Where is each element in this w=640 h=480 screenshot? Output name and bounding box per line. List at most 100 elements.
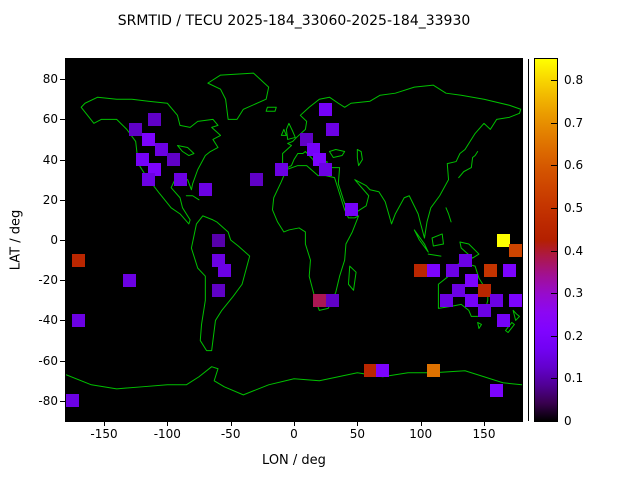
tick-mark [420, 421, 422, 426]
tick-mark [60, 240, 66, 241]
tick-mark [60, 280, 66, 282]
coastline-great-lakes [177, 145, 193, 155]
heatmap-cell [496, 233, 510, 247]
coastline-caspian-sea [357, 150, 362, 166]
x-tick-label: -100 [153, 427, 181, 441]
heatmap-cell [217, 263, 231, 277]
heatmap-cell [72, 253, 86, 267]
x-tick-label: 0 [290, 427, 298, 441]
y-tick-label: 60 [42, 112, 58, 127]
heatmap-cell [477, 283, 491, 297]
heatmap-cell [306, 143, 320, 156]
coastline-ireland [281, 129, 286, 135]
x-tick-label: -150 [90, 427, 118, 441]
heatmap-cell [452, 283, 466, 297]
heatmap-cell [72, 313, 86, 327]
heatmap-cell [211, 253, 225, 267]
tick-mark [294, 421, 295, 426]
coastline-north-america [81, 97, 220, 224]
coastline-africa [272, 166, 358, 311]
heatmap-cells-layer [66, 59, 522, 421]
heatmap-cell [445, 263, 459, 277]
coastline-greenland [208, 73, 269, 119]
y-tick-label: 80 [42, 72, 58, 87]
heatmap-cell [312, 153, 326, 167]
tick-mark [230, 421, 232, 426]
chart-title: SRMTID / TECU 2025-184_33060-2025-184_33… [117, 13, 471, 29]
heatmap-cell [344, 203, 358, 217]
heatmap-cell [414, 263, 428, 277]
coastline-java [428, 254, 441, 256]
tick-mark [551, 208, 557, 210]
coastline-britain [286, 123, 295, 139]
colorbar-tick-label: 0.6 [564, 158, 584, 173]
heatmap-cell [154, 143, 168, 156]
coastline-iceland [266, 107, 276, 111]
heatmap-cell [198, 183, 212, 197]
heatmap-cell [477, 303, 491, 317]
x-tick-label: -50 [220, 427, 241, 441]
x-axis-label: LON / deg [262, 453, 326, 468]
heatmap-cell [496, 313, 510, 327]
y-tick-label: -80 [38, 393, 58, 408]
heatmap-cell [464, 273, 478, 287]
y-tick-label: -40 [38, 313, 58, 328]
tick-mark [551, 165, 557, 167]
heatmap-cell [300, 132, 314, 146]
heatmap-cell [211, 233, 225, 247]
tick-mark [551, 80, 557, 82]
tick-mark [551, 335, 557, 337]
heatmap-cell [439, 293, 453, 307]
y-tick-label: -60 [38, 353, 58, 368]
colorbar [534, 58, 558, 422]
heatmap-cell [141, 173, 155, 187]
heatmap-cell [173, 173, 187, 187]
heatmap-cell [509, 293, 522, 307]
world-coastlines-map [66, 59, 522, 421]
coastline-new-zealand-south [506, 322, 515, 332]
y-tick-label: -20 [38, 273, 58, 288]
coastline-tasmania [478, 322, 482, 328]
coastline-new-zealand-north [513, 310, 519, 320]
tick-mark [357, 421, 359, 426]
tick-mark [551, 378, 557, 380]
colorbar-tick-label: 0 [564, 414, 572, 428]
heatmap-cell [122, 273, 136, 287]
coastline-japan [459, 152, 478, 178]
heatmap-cell [376, 364, 390, 378]
tick-mark [167, 421, 169, 426]
tick-mark [60, 320, 66, 322]
colorbar-tick-label: 0.2 [564, 328, 584, 343]
tick-mark [551, 122, 557, 124]
coastline-madagascar [348, 266, 356, 290]
colorbar-tick-label: 0.8 [564, 73, 584, 88]
colorbar-tick-label: 0.5 [564, 201, 584, 216]
heatmap-cell [464, 293, 478, 307]
colorbar-tick-label: 0.7 [564, 115, 584, 130]
tick-mark [60, 400, 66, 402]
heatmap-cell [312, 293, 326, 307]
heatmap-cell [509, 243, 522, 257]
heatmap-cell [490, 293, 504, 307]
heatmap-cell [325, 293, 339, 307]
coastline-philippines [446, 208, 451, 222]
coastline-black-sea [329, 150, 344, 158]
tick-mark [551, 250, 557, 252]
heatmap-cell [129, 122, 143, 136]
tick-mark [60, 199, 66, 201]
tick-mark [60, 119, 66, 121]
tick-mark [104, 421, 105, 426]
heatmap-cell [274, 163, 288, 177]
y-tick-label: 0 [50, 233, 58, 247]
heatmap-cell [502, 263, 516, 277]
heatmap-cell [458, 253, 472, 267]
plot-colorbar-divider [528, 59, 529, 421]
tick-mark [60, 159, 66, 161]
heatmap-cell [148, 163, 162, 177]
y-tick-label: 20 [42, 192, 58, 207]
heatmap-cell [319, 102, 333, 116]
heatmap-cell [167, 153, 181, 167]
heatmap-cell [249, 173, 263, 187]
heatmap-cell [211, 283, 225, 297]
tick-mark [484, 421, 485, 426]
